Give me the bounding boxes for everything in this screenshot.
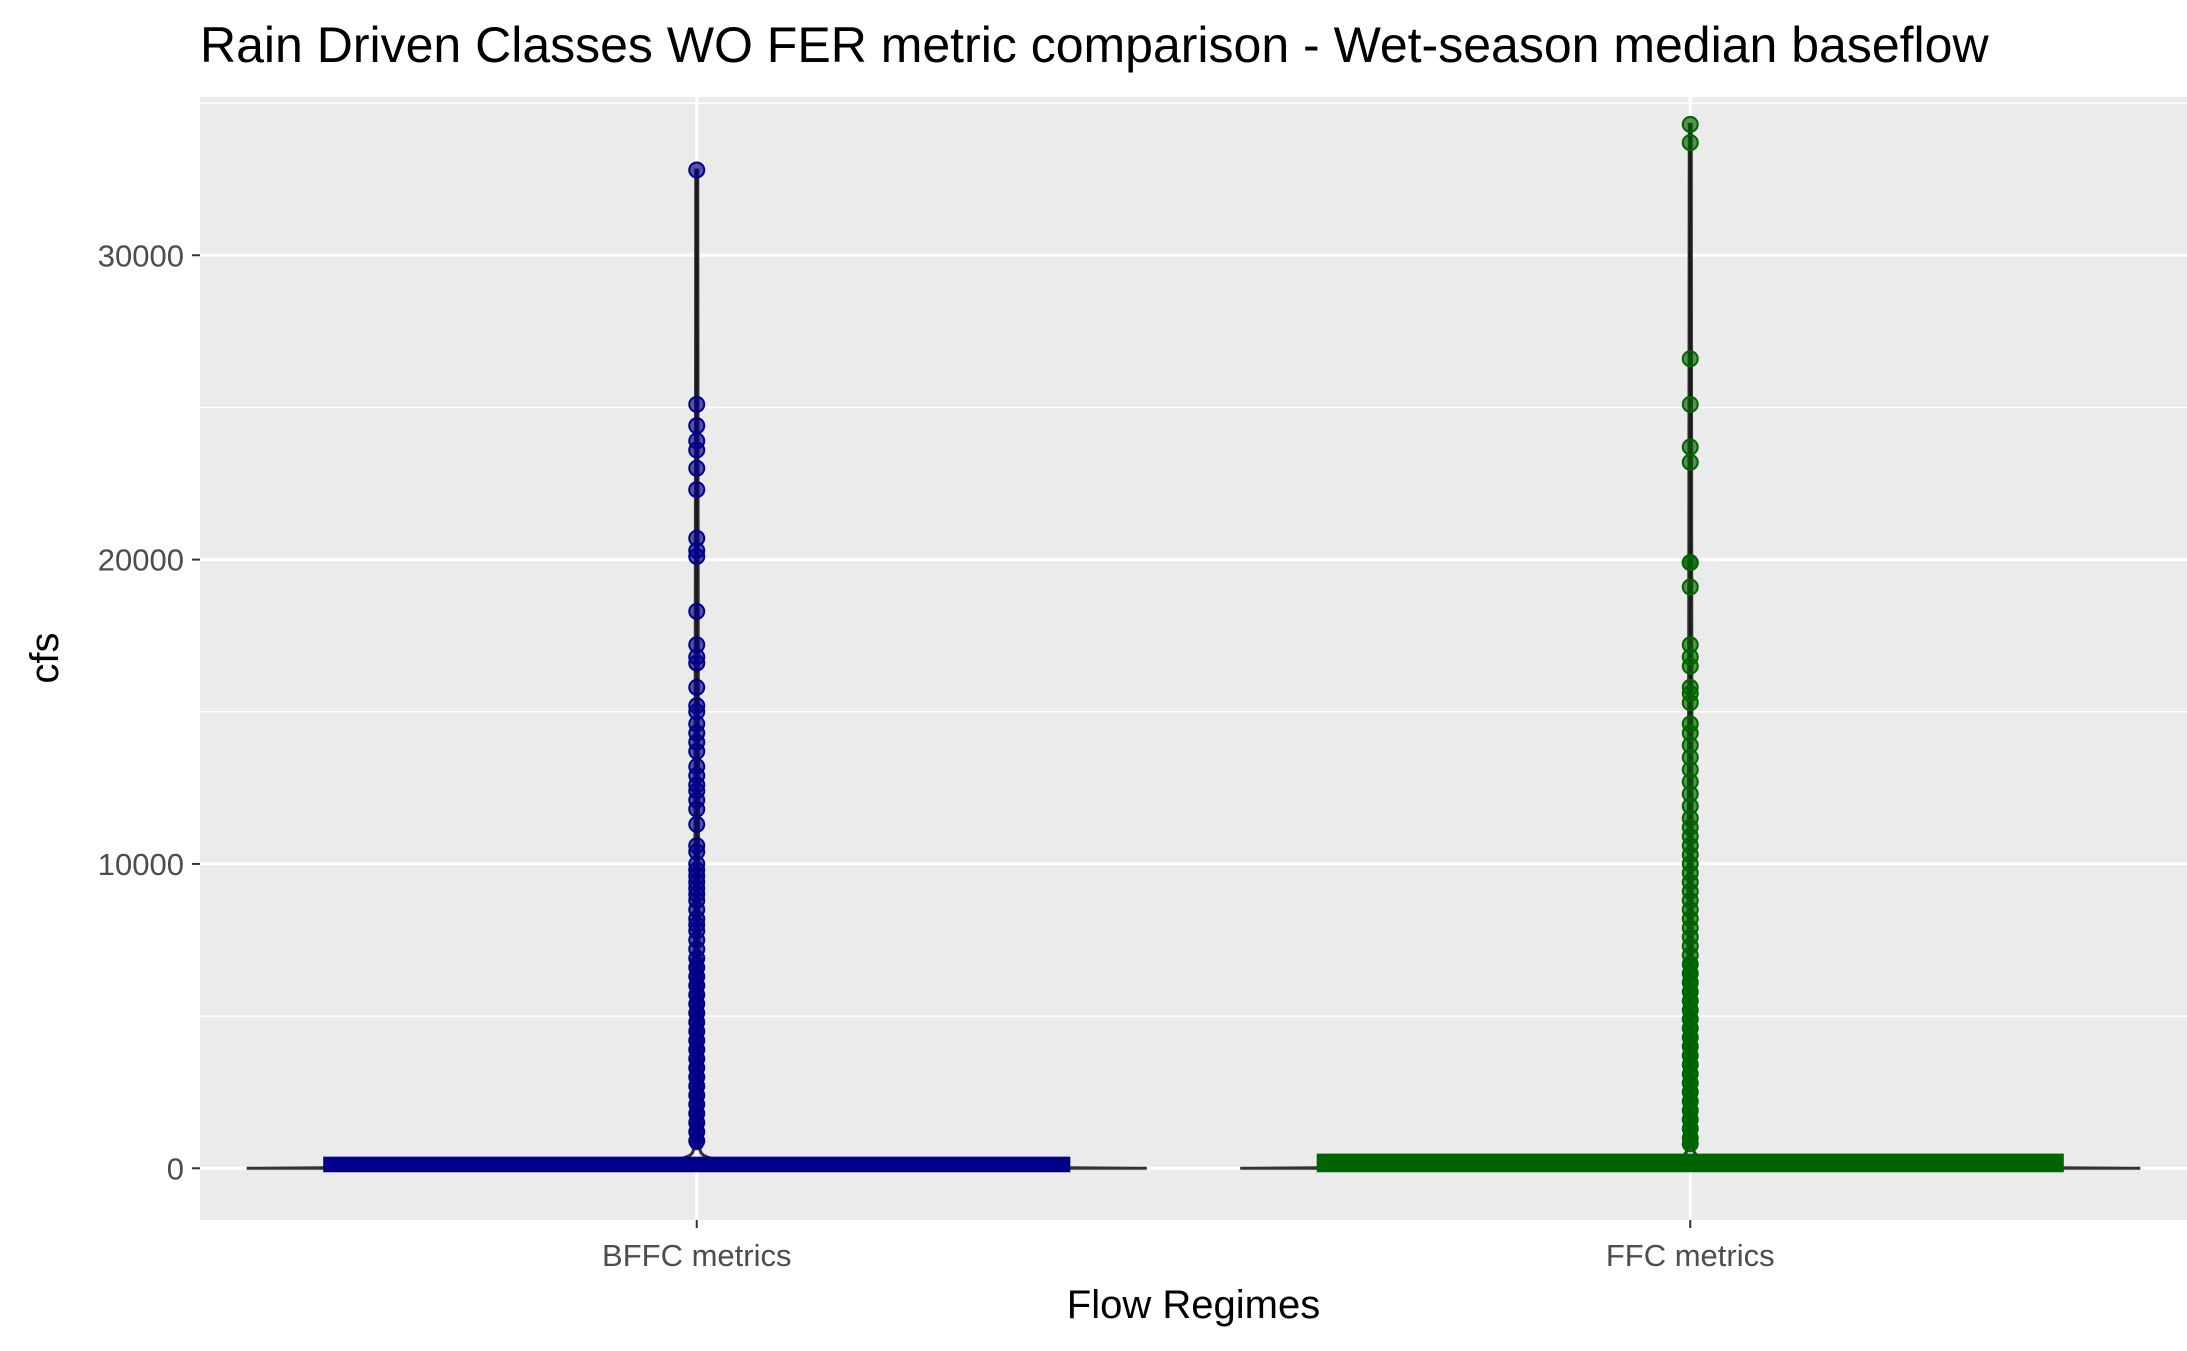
dense-points — [1683, 955, 1697, 1150]
outlier-point — [689, 418, 704, 433]
x-tick-label: FFC metrics — [1606, 1238, 1775, 1273]
outlier-point — [1683, 455, 1698, 470]
outlier-point — [689, 482, 704, 497]
box — [1318, 1155, 2063, 1172]
outlier-point — [689, 604, 704, 619]
outlier-point — [1683, 579, 1698, 594]
outlier-point — [1683, 659, 1698, 674]
y-tick-label: 20000 — [98, 543, 184, 578]
outlier-point — [689, 163, 704, 178]
x-tick-label: BFFC metrics — [602, 1238, 791, 1273]
outlier-point — [689, 744, 704, 759]
dense-points — [690, 955, 704, 1150]
y-tick-label: 10000 — [98, 847, 184, 882]
y-tick-label: 0 — [167, 1151, 184, 1186]
outlier-point — [689, 802, 704, 817]
outlier-point — [689, 549, 704, 564]
outlier-point — [1683, 351, 1698, 366]
outlier-point — [689, 397, 704, 412]
outlier-point — [689, 680, 704, 695]
outlier-point — [1683, 397, 1698, 412]
outlier-point — [689, 817, 704, 832]
outlier-point — [1683, 695, 1698, 710]
x-axis: BFFC metrics FFC metrics — [602, 1220, 1775, 1273]
outlier-point — [1683, 439, 1698, 454]
outlier-point — [1683, 117, 1698, 132]
outlier-point — [689, 461, 704, 476]
outlier-point — [689, 656, 704, 671]
y-axis-title: cfs — [23, 632, 67, 683]
outlier-point — [1683, 555, 1698, 570]
plot-panel — [200, 97, 2187, 1220]
x-axis-title: Flow Regimes — [1067, 1283, 1320, 1327]
y-axis: 0 10000 20000 30000 — [98, 238, 200, 1186]
y-tick-label: 30000 — [98, 238, 184, 273]
chart-title: Rain Driven Classes WO FER metric compar… — [200, 17, 1989, 73]
outlier-point — [689, 443, 704, 458]
outlier-point — [1683, 135, 1698, 150]
